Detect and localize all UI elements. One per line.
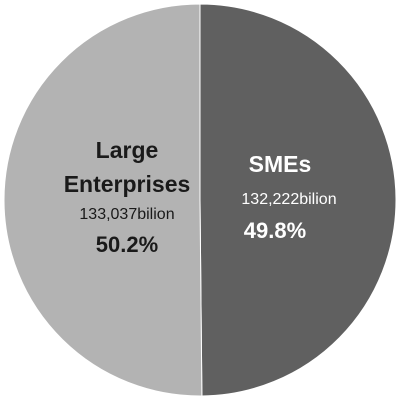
slice-percent-smes: 49.8% [244,218,306,243]
label-group-large-enterprises: Large Enterprises 133,037bilion 50.2% [64,137,191,257]
slice-percent-large-enterprises: 50.2% [96,232,158,257]
slice-value-smes: 132,222bilion [241,191,336,208]
slice-label-enterprises: Enterprises [64,171,191,197]
pie-slices [3,3,397,397]
slice-label-smes: SMEs [249,151,312,177]
slice-label-large: Large [96,137,159,163]
label-group-smes: SMEs 132,222bilion 49.8% [241,151,336,243]
slice-value-large-enterprises: 133,037bilion [79,206,174,223]
pie-slice-smes [199,3,397,397]
pie-slice-large-enterprises [3,3,203,397]
